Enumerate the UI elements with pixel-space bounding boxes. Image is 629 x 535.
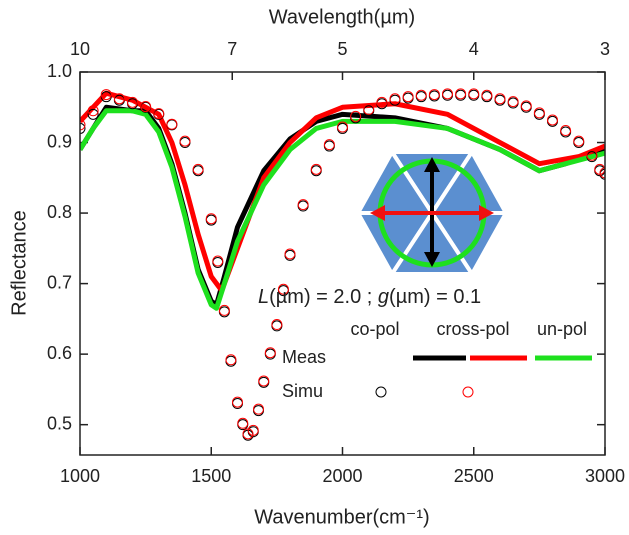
simu-point: [179, 135, 191, 147]
simu-point: [310, 163, 322, 175]
y-tick-label: 1.0: [47, 61, 72, 81]
y-tick-label: 0.5: [47, 413, 72, 433]
legend-column-label: un-pol: [537, 319, 587, 339]
simu-point: [192, 163, 204, 175]
simu-point: [237, 417, 249, 429]
x2-tick-label: 10: [70, 39, 90, 59]
simu-point: [415, 89, 427, 101]
x2-tick-label: 3: [600, 39, 610, 59]
x-tick-label: 1000: [60, 466, 100, 486]
simu-point: [337, 121, 348, 133]
simu-point: [100, 89, 112, 101]
simu-point: [350, 110, 362, 122]
simu-point: [389, 93, 401, 105]
x-tick-label: 1500: [191, 466, 231, 486]
x-tick-label: 2500: [454, 466, 494, 486]
simu-point: [547, 114, 558, 126]
simu-point: [428, 89, 440, 101]
y-axis-label: Reflectance: [8, 210, 30, 316]
simu-point: [284, 248, 296, 260]
legend-column-label: cross-pol: [436, 319, 509, 339]
simu-point: [376, 96, 388, 108]
plot-frame: [79, 71, 606, 456]
meas-line: [80, 108, 605, 311]
x-axis-label: Wavenumber(cm⁻¹): [254, 506, 429, 528]
simu-point: [80, 122, 86, 134]
simu-point: [402, 91, 414, 103]
simu-point: [573, 135, 585, 147]
simu-point: [253, 403, 264, 415]
simu-point: [87, 105, 99, 117]
simu-point: [258, 375, 270, 387]
simu-point: [153, 108, 165, 120]
simu-point: [232, 396, 243, 408]
x2-tick-label: 4: [469, 39, 479, 59]
x2-axis-label: Wavelength(µm): [269, 6, 415, 28]
simu-point: [271, 319, 283, 331]
annotation-part: L: [258, 286, 269, 308]
annotation-part: (µm) = 2.0 ;: [269, 286, 378, 308]
simu-point: [560, 125, 572, 137]
simu-point: [140, 101, 152, 113]
annotation-part: (µm) = 0.1: [389, 286, 481, 308]
simu-point: [297, 199, 309, 211]
simu-point: [212, 255, 224, 267]
y-tick-label: 0.7: [47, 272, 72, 292]
y-tick-label: 0.8: [47, 202, 72, 222]
y-tick-label: 0.6: [47, 343, 72, 363]
simu-point: [520, 100, 532, 112]
unit-cell-inset: [354, 148, 510, 278]
x2-tick-label: 7: [227, 39, 237, 59]
simu-point: [113, 93, 125, 105]
annotation: L(µm) = 2.0 ; g(µm) = 0.1: [258, 286, 481, 308]
x2-tick-label: 5: [337, 39, 347, 59]
legend-marker: [462, 386, 474, 398]
legend-marker: [375, 386, 387, 398]
legend-row-label: Simu: [282, 381, 323, 401]
annotation-part: g: [378, 286, 389, 308]
simu-point: [533, 107, 545, 119]
simu-point: [247, 424, 259, 436]
simu-point: [166, 118, 178, 130]
simu-point: [225, 354, 237, 366]
simu-point: [205, 213, 217, 225]
simu-point: [468, 88, 480, 100]
simu-point: [323, 139, 335, 151]
simu-point: [127, 96, 138, 108]
simu-point: [507, 96, 519, 108]
x-tick-label: 2000: [322, 466, 362, 486]
simu-point: [277, 283, 289, 295]
simu-point: [264, 347, 276, 359]
simu-point: [494, 93, 506, 105]
simu-point: [599, 167, 605, 179]
simu-point: [87, 108, 99, 120]
simu-point: [218, 304, 230, 316]
x-tick-label: 3000: [585, 466, 625, 486]
legend-row-label: Meas: [282, 347, 326, 367]
simu-point: [442, 88, 453, 100]
simu-point: [80, 119, 86, 131]
plot-area: [80, 88, 605, 441]
simu-point: [586, 149, 598, 161]
simu-point: [455, 88, 467, 100]
simu-point: [363, 103, 375, 115]
simu-point: [481, 89, 493, 101]
y-tick-label: 0.9: [47, 131, 72, 151]
legend-column-label: co-pol: [350, 319, 399, 339]
